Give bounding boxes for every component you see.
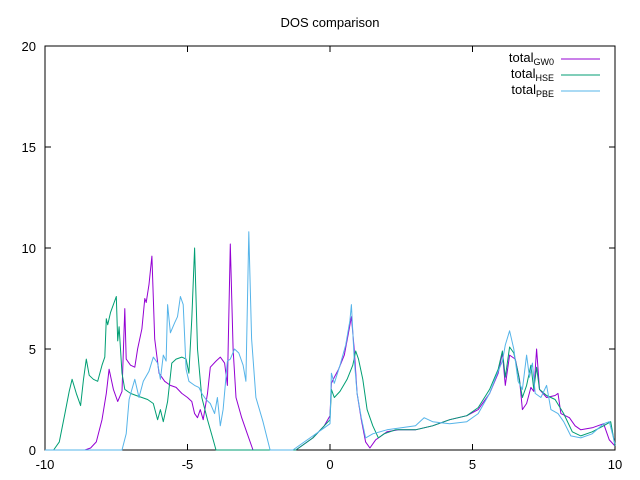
x-tick-label: 5 (469, 457, 476, 472)
legend-subscript: HSE (535, 73, 554, 83)
series-line-hse (45, 247, 616, 451)
x-tick-label: -5 (182, 457, 194, 472)
y-tick-label: 10 (22, 241, 36, 256)
series-line-pbe (45, 231, 616, 451)
legend-label-gw0: totalGW0 (509, 50, 554, 67)
legend-label-hse: totalHSE (511, 66, 554, 83)
y-tick-label: 0 (29, 443, 36, 458)
legend-name: total (511, 82, 536, 97)
x-tick-label: -10 (36, 457, 55, 472)
y-tick-label: 15 (22, 140, 36, 155)
legend-subscript: PBE (536, 89, 554, 99)
legend-label-pbe: totalPBE (511, 82, 554, 99)
legend-name: total (511, 66, 536, 81)
x-tick-label: 10 (608, 457, 622, 472)
y-tick-label: 5 (29, 342, 36, 357)
y-tick-label: 20 (22, 39, 36, 54)
legend-subscript: GW0 (533, 57, 554, 67)
chart-title: DOS comparison (281, 15, 380, 30)
series-lines (45, 231, 616, 451)
x-tick-label: 0 (326, 457, 333, 472)
axis-ticks: -10 -5 0 5 10 0 5 10 15 20 (22, 39, 623, 472)
legend-name: total (509, 50, 534, 65)
plot-frame (44, 45, 616, 451)
